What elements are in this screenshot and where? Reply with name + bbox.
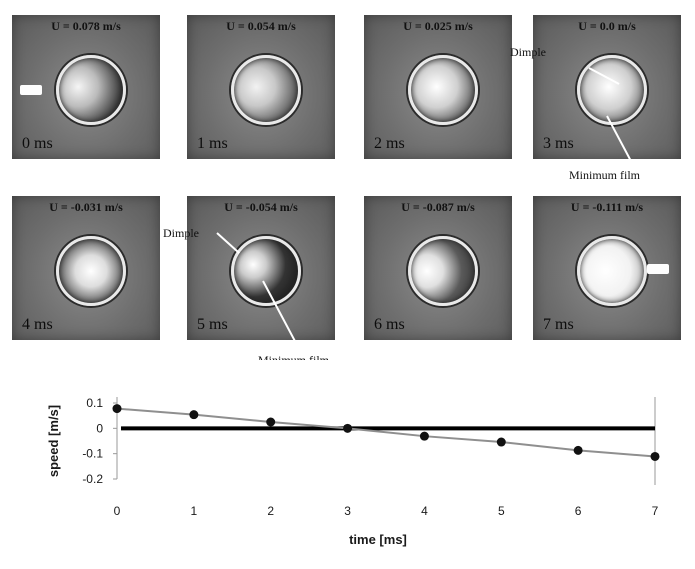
panel-time-label: 3 ms	[543, 135, 574, 152]
x-tick-label: 2	[267, 504, 274, 518]
x-tick-label: 6	[575, 504, 582, 518]
panel-time-label: 6 ms	[374, 316, 405, 333]
bubble-image	[56, 55, 126, 125]
panel-speed-label: U = 0.054 m/s	[226, 19, 296, 33]
panel-speed-label: U = 0.025 m/s	[403, 19, 473, 33]
y-tick-label: 0.1	[86, 396, 103, 410]
minimum-film-label: Minimum film	[569, 168, 641, 182]
frame-panel-7: U = -0.111 m/s 7 ms	[533, 196, 681, 340]
series-line	[116, 407, 656, 458]
x-tick-label: 3	[344, 504, 351, 518]
chart-background	[0, 360, 695, 569]
dimple-label: Dimple	[510, 45, 546, 59]
bubble-image	[577, 55, 647, 125]
frame-panel-6: U = -0.087 m/s 6 ms	[364, 196, 512, 340]
data-point	[189, 410, 199, 420]
panel-speed-label: U = -0.031 m/s	[49, 200, 123, 214]
frame-panel-4: U = -0.031 m/s 4 ms	[12, 196, 160, 340]
x-tick-label: 0	[114, 504, 121, 518]
panel-time-label: 7 ms	[543, 316, 574, 333]
panel-time-label: 1 ms	[197, 135, 228, 152]
bubble-image	[577, 236, 647, 306]
x-axis-title: time [ms]	[349, 532, 407, 547]
arrow-right-icon	[647, 264, 669, 274]
data-point	[266, 417, 276, 427]
bubble-image	[408, 236, 478, 306]
frame-panel-3: U = 0.0 m/s 3 ms	[533, 15, 681, 159]
data-point	[573, 445, 583, 455]
y-axis-title: speed [m/s]	[46, 405, 61, 477]
data-point	[650, 451, 660, 461]
x-tick-label: 4	[421, 504, 428, 518]
x-tick-label: 7	[652, 504, 659, 518]
frame-panel-2: U = 0.025 m/s 2 ms	[364, 15, 512, 159]
frame-panel-5: U = -0.054 m/s 5 ms	[187, 196, 335, 340]
data-point	[112, 404, 122, 414]
x-tick-label: 1	[191, 504, 198, 518]
arrow-right-icon	[20, 85, 42, 95]
panel-speed-label: U = 0.0 m/s	[578, 19, 636, 33]
frame-panel-1: U = 0.054 m/s 1 ms	[187, 15, 335, 159]
panel-speed-label: U = -0.054 m/s	[224, 200, 298, 214]
panel-speed-label: U = 0.078 m/s	[51, 19, 121, 33]
data-point	[496, 437, 506, 447]
panel-speed-label: U = -0.111 m/s	[570, 200, 644, 214]
bubble-image	[231, 55, 301, 125]
panel-speed-label: U = -0.087 m/s	[401, 200, 475, 214]
dimple-pointer-line	[216, 232, 240, 254]
y-tick-label: -0.2	[82, 472, 103, 486]
data-point	[343, 423, 353, 433]
panel-time-label: 5 ms	[197, 316, 228, 333]
y-tick-label: -0.1	[82, 447, 103, 461]
x-tick-label: 5	[498, 504, 505, 518]
panel-time-label: 0 ms	[22, 135, 53, 152]
panel-time-label: 2 ms	[374, 135, 405, 152]
data-point	[419, 431, 429, 441]
panel-time-label: 4 ms	[22, 316, 53, 333]
speed-chart: 0.1 0 -0.1 -0.2 0 1 2 3 4 5 6 7 time [ms] speed [m/…	[0, 360, 695, 569]
bubble-image	[408, 55, 478, 125]
frame-panel-0: U = 0.078 m/s 0 ms	[12, 15, 160, 159]
y-tick-label: 0	[96, 421, 103, 435]
bubble-image	[56, 236, 126, 306]
bubble-image	[231, 236, 301, 306]
dimple-label: Dimple	[163, 226, 199, 240]
